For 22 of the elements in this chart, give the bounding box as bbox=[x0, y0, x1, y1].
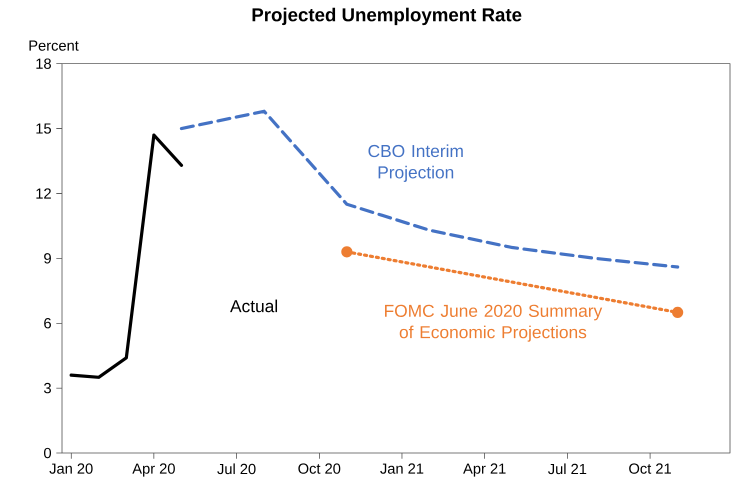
x-tick-label: Apr 20 bbox=[132, 463, 175, 477]
x-tick-label: Jul 21 bbox=[548, 463, 586, 474]
y-tick-label: 6 bbox=[44, 318, 51, 328]
y-tick-label: 18 bbox=[36, 58, 51, 69]
y-axis-title: Percent bbox=[29, 40, 79, 51]
series-label: FOMC June 2020 Summary of Economic Projections bbox=[385, 304, 602, 342]
text: Actual bbox=[230, 300, 278, 312]
x-tick-label: Jul 20 bbox=[217, 463, 256, 474]
x-tick-label: Jan 20 bbox=[49, 463, 93, 474]
x-tick-label: Oct 21 bbox=[629, 463, 671, 474]
y-tick-label: 12 bbox=[36, 188, 51, 199]
x-tick-label: Jan 21 bbox=[380, 463, 424, 474]
y-tick-label: 0 bbox=[44, 448, 52, 458]
x-tick-label: Oct 20 bbox=[298, 463, 340, 474]
y-tick-label: 3 bbox=[44, 382, 51, 394]
series-label: CBO Interim Projection bbox=[368, 144, 463, 182]
chart-title: Projected Unemployment Rate bbox=[252, 8, 522, 26]
y-tick-label: 9 bbox=[44, 253, 51, 264]
line-series bbox=[70, 133, 184, 379]
y-tick-label: 15 bbox=[36, 123, 51, 134]
x-tick-label: Apr 21 bbox=[463, 463, 506, 477]
line-series bbox=[180, 110, 680, 269]
